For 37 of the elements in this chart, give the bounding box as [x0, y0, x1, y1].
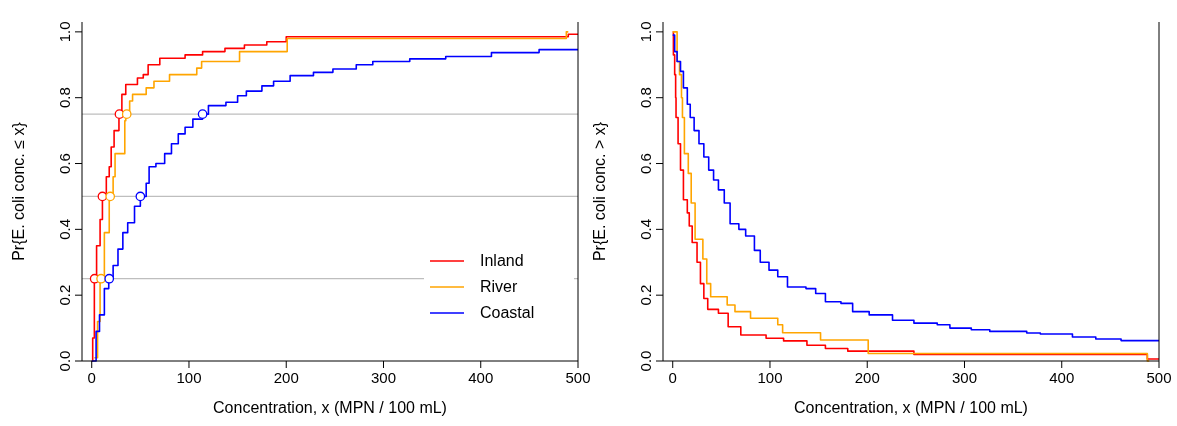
x-tick-label: 500 — [565, 369, 591, 386]
point — [121, 109, 132, 120]
x-tick-label: 400 — [468, 369, 494, 386]
y-tick-label: 1.0 — [637, 21, 654, 43]
legend-label: Inland — [480, 252, 524, 269]
y-tick-label: 0.8 — [637, 87, 654, 109]
x-axis-title: Concentration, x (MPN / 100 mL) — [213, 399, 447, 416]
x-tick-label: 100 — [757, 369, 783, 386]
legend-label: River — [480, 278, 519, 295]
x-tick-label: 300 — [370, 369, 397, 386]
legend-label: Coastal — [480, 304, 535, 321]
point — [197, 109, 208, 120]
y-tick-label: 0.8 — [56, 87, 73, 109]
y-tick-label: 1.0 — [56, 21, 73, 43]
x-tick-label: 100 — [176, 369, 202, 386]
x-tick-label: 200 — [273, 369, 299, 386]
x-tick-label: 0 — [668, 369, 677, 386]
y-tick-label: 0.4 — [637, 218, 654, 240]
x-tick-label: 400 — [1049, 369, 1075, 386]
x-tick-label: 500 — [1146, 369, 1172, 386]
y-axis-title: Pr{E. coli conc. > x} — [591, 121, 608, 262]
y-tick-label: 0.6 — [56, 153, 73, 174]
point — [104, 273, 115, 284]
x-tick-label: 200 — [854, 369, 880, 386]
x-tick-label: 0 — [87, 369, 96, 386]
y-tick-label: 0.2 — [637, 284, 654, 306]
y-axis-title: Pr{E. coli conc. ≤ x} — [10, 121, 27, 261]
x-axis-title: Concentration, x (MPN / 100 mL) — [794, 399, 1028, 416]
y-tick-label: 0.0 — [56, 350, 73, 372]
y-tick-label: 0.6 — [637, 153, 654, 174]
point — [105, 191, 116, 202]
y-tick-label: 0.2 — [56, 284, 73, 306]
point — [96, 273, 106, 284]
x-tick-label: 300 — [951, 369, 978, 386]
y-tick-label: 0.4 — [56, 218, 73, 240]
y-tick-label: 0.0 — [637, 350, 654, 372]
point — [135, 191, 146, 202]
